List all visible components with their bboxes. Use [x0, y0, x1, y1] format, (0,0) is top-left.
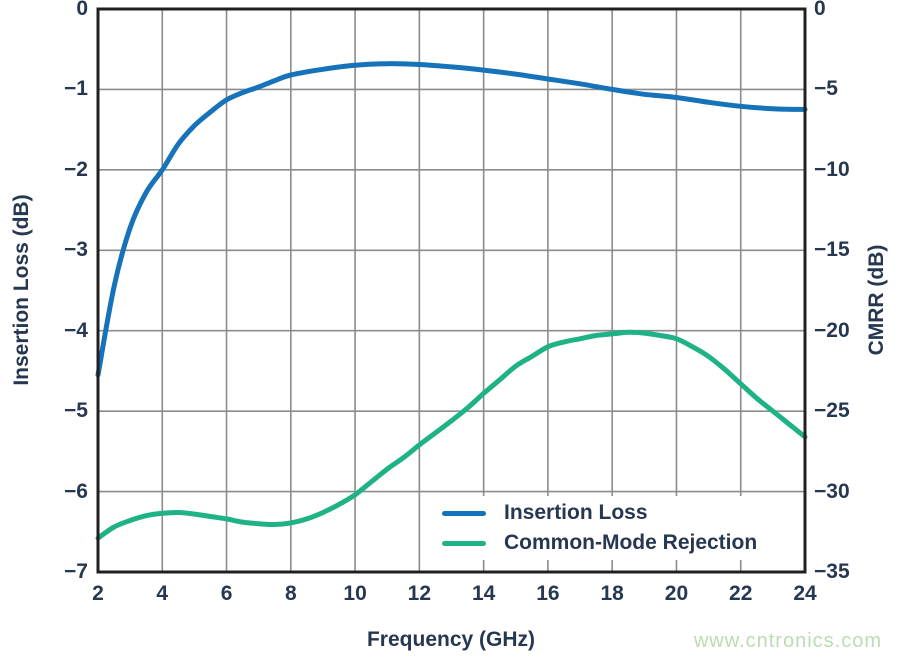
y-right-tick-label: −30 — [814, 479, 850, 503]
y-axis-title-right: CMRR (dB) — [865, 244, 888, 356]
y-right-tick-label: 0 — [814, 0, 826, 20]
legend-label-common-mode-rejection: Common-Mode Rejection — [504, 531, 758, 554]
x-tick-label: 2 — [92, 582, 104, 605]
y-left-tick-label: −1 — [64, 77, 88, 101]
x-tick-label: 8 — [284, 582, 297, 605]
y-right-tick-label: −20 — [814, 318, 850, 342]
legend-label-insertion-loss: Insertion Loss — [504, 501, 648, 524]
y-right-tick-label: −5 — [814, 77, 838, 101]
y-left-tick-label: −2 — [64, 157, 88, 181]
x-tick-label: 22 — [729, 582, 753, 605]
y-left-tick-label: −3 — [64, 238, 88, 262]
watermark: www.cntronics.com — [693, 630, 882, 652]
legend-item-common-mode-rejection: Common-Mode Rejection — [426, 531, 802, 555]
x-tick-label: 14 — [471, 582, 496, 605]
x-tick-label: 18 — [600, 582, 624, 605]
y-left-tick-label: −6 — [64, 479, 88, 503]
y-left-tick-label: −5 — [64, 399, 88, 423]
series-line-common-mode-rejection — [95, 329, 808, 541]
y-right-tick-label: −15 — [814, 238, 850, 262]
y-left-tick-label: −4 — [64, 318, 88, 342]
y-right-tick-label: −10 — [814, 157, 850, 181]
x-tick-label: 4 — [156, 582, 169, 605]
x-tick-label: 16 — [536, 582, 560, 605]
legend-item-insertion-loss: Insertion Loss — [426, 501, 802, 525]
y-right-tick-label: −35 — [814, 560, 850, 583]
x-tick-label: 10 — [343, 582, 367, 605]
y-left-tick-label: −7 — [64, 560, 88, 583]
x-tick-label: 6 — [220, 582, 233, 605]
legend-swatch-insertion-loss-icon — [442, 510, 486, 516]
series-line-insertion-loss — [95, 61, 808, 378]
x-tick-label: 20 — [664, 582, 689, 605]
x-tick-label: 24 — [793, 582, 817, 605]
y-left-tick-label: 0 — [76, 0, 88, 20]
x-axis-title: Frequency (GHz) — [366, 628, 536, 651]
y-axis-title-left: Insertion Loss (dB) — [10, 194, 33, 386]
legend-swatch-common-mode-rejection-icon — [442, 540, 486, 546]
y-right-tick-label: −25 — [814, 399, 850, 423]
x-tick-label: 12 — [407, 582, 432, 605]
plot-border — [96, 7, 807, 574]
legend: Insertion Loss Common-Mode Rejection — [426, 496, 802, 560]
